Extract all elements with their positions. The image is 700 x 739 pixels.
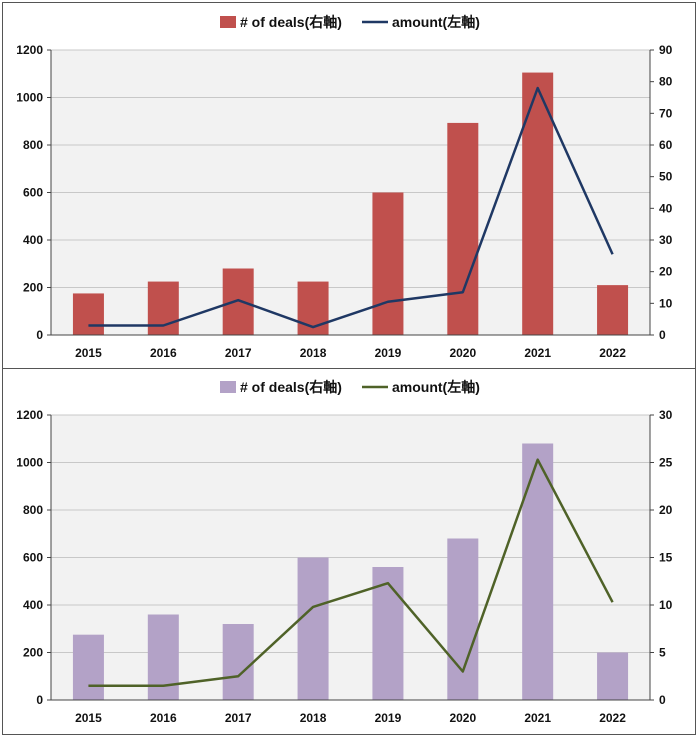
panel-divider [2,368,696,369]
amount-line [88,86,614,329]
right-axis-tick-label: 15 [659,551,673,565]
bar-2016 [147,614,179,700]
x-axis-tick-label: 2020 [449,346,476,360]
legend-swatch-deals [220,381,236,393]
x-axis-tick-label: 2018 [300,346,327,360]
x-axis-tick-label: 2019 [375,346,402,360]
right-axis-tick-label: 5 [659,646,666,660]
x-axis-tick-label: 2017 [225,346,252,360]
left-axis-tick-label: 800 [23,503,43,517]
right-axis-tick-label: 80 [659,75,673,89]
left-axis-tick-label: 1200 [16,408,43,422]
bar-2019 [372,192,404,335]
right-axis-tick-label: 0 [659,328,666,342]
right-axis-tick-label: 90 [659,43,673,57]
right-axis-tick-label: 25 [659,456,673,470]
bar-2015 [72,634,104,700]
legend-label-deals: # of deals(右軸) [240,379,342,395]
x-axis-tick-label: 2015 [75,711,102,725]
x-axis-tick-label: 2018 [300,711,327,725]
right-axis-tick-label: 70 [659,106,673,120]
legend-label-amount: amount(左軸) [392,14,480,30]
x-axis-tick-label: 2019 [375,711,402,725]
legend-label-deals: # of deals(右軸) [240,14,342,30]
bar-2018 [297,557,329,700]
left-axis-tick-label: 1200 [16,43,43,57]
bar-2015 [72,293,104,335]
left-axis-tick-label: 800 [23,138,43,152]
x-axis-tick-label: 2016 [150,711,177,725]
right-axis-tick-label: 30 [659,408,673,422]
right-axis-tick-label: 60 [659,138,673,152]
left-axis-tick-label: 400 [23,598,43,612]
x-axis-tick-label: 2022 [599,711,626,725]
x-axis-tick-label: 2017 [225,711,252,725]
legend-swatch-deals [220,16,236,28]
right-axis-tick-label: 40 [659,201,673,215]
legend: # of deals(右軸) amount(左軸) [220,379,480,395]
x-axis-tick-label: 2021 [524,711,551,725]
bar-2020 [447,538,479,700]
right-axis-tick-label: 50 [659,170,673,184]
left-axis-tick-label: 600 [23,186,43,200]
left-axis-tick-label: 1000 [16,456,43,470]
right-axis-tick-label: 20 [659,503,673,517]
bar-2019 [372,567,404,700]
right-axis-tick-label: 30 [659,233,673,247]
bar-2017 [222,268,254,335]
x-axis-tick-label: 2015 [75,346,102,360]
right-axis-tick-label: 0 [659,693,666,707]
left-axis-tick-label: 0 [36,693,43,707]
x-axis-tick-label: 2020 [449,711,476,725]
right-axis-tick-label: 20 [659,265,673,279]
left-axis-tick-label: 600 [23,551,43,565]
chart-panel-1: 0 200 400 600 800 1000 1200 0 10 20 30 40 50 60 70 80 90… [16,14,672,360]
left-axis-tick-label: 0 [36,328,43,342]
left-axis-tick-label: 1000 [16,91,43,105]
amount-line [88,458,614,687]
left-axis-tick-label: 200 [23,646,43,660]
bar-2020 [447,122,479,335]
bar-2016 [147,281,179,335]
left-axis-tick-label: 200 [23,281,43,295]
chart-panel-2: 0 200 400 600 800 1000 1200 0 5 10 15 20 25 30 2015 201… [16,379,672,725]
x-axis-tick-label: 2016 [150,346,177,360]
bar-2017 [222,624,254,700]
bar-2022 [597,285,629,335]
legend: # of deals(右軸) amount(左軸) [220,14,480,30]
right-axis-tick-label: 10 [659,598,673,612]
legend-label-amount: amount(左軸) [392,379,480,395]
bar-2022 [597,652,629,700]
left-axis-tick-label: 400 [23,233,43,247]
x-axis-tick-label: 2022 [599,346,626,360]
x-axis-tick-label: 2021 [524,346,551,360]
right-axis-tick-label: 10 [659,296,673,310]
